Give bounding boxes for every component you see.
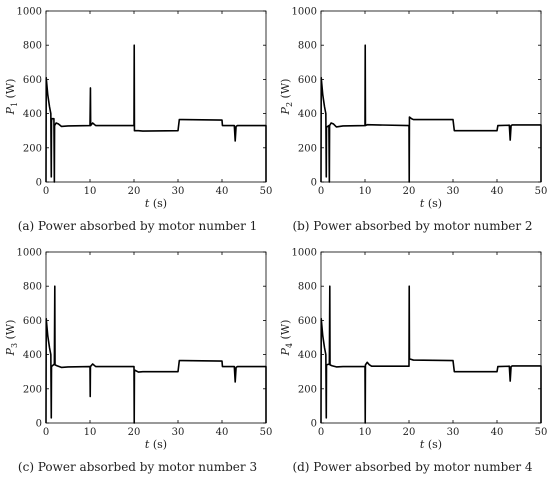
chart-caption: (b) Power absorbed by motor number 2 (292, 219, 533, 233)
y-tick-label: 200 (298, 384, 317, 395)
plot-frame (320, 10, 542, 183)
x-axis-label: t (s) (145, 197, 167, 210)
x-tick-label: 40 (216, 427, 229, 438)
plot-frame (45, 251, 267, 424)
x-tick-label: 30 (172, 186, 185, 197)
y-tick-label: 400 (298, 109, 317, 120)
y-axis-label: P2 (W) (279, 79, 294, 116)
y-tick-label: 400 (298, 350, 317, 361)
power-series-line (320, 285, 542, 424)
chart-caption: (c) Power absorbed by motor number 3 (17, 460, 258, 474)
y-tick-label: 600 (298, 75, 317, 86)
y-axis-label: P3 (W) (4, 320, 19, 357)
y-tick-label: 200 (23, 143, 42, 154)
plot-frame (45, 10, 267, 183)
x-axis-label: t (s) (420, 438, 442, 451)
x-tick-label: 50 (535, 186, 548, 197)
x-tick-label: 10 (359, 427, 372, 438)
chart-svg: 0 10 20 30 40 50 0 200 400 600 800 1000 t (s) P2 (W) (279, 7, 548, 211)
x-tick-label: 40 (491, 186, 504, 197)
chart-svg: 0 10 20 30 40 50 0 200 400 600 800 1000 t (s) P3 (W) (4, 248, 273, 452)
y-tick-label: 1000 (292, 248, 317, 259)
plot-frame (320, 251, 542, 424)
chart-panel-motor-3: 0 10 20 30 40 50 0 200 400 600 800 1000 t (s) P3 (W) … (0, 241, 275, 481)
x-tick-label: 50 (260, 427, 273, 438)
x-tick-label: 20 (403, 427, 416, 438)
power-series-line (320, 44, 542, 183)
x-tick-label: 0 (318, 427, 324, 438)
chart-panel-motor-1: 0 10 20 30 40 50 0 200 400 600 800 1000 t (s) P1 (W) … (0, 0, 275, 240)
y-tick-label: 800 (298, 41, 317, 52)
y-tick-label: 600 (23, 316, 42, 327)
y-tick-label: 0 (311, 419, 317, 430)
x-tick-label: 50 (535, 427, 548, 438)
y-tick-label: 1000 (17, 7, 42, 18)
x-tick-label: 10 (359, 186, 372, 197)
y-tick-label: 800 (298, 282, 317, 293)
x-tick-label: 20 (128, 186, 141, 197)
x-tick-label: 30 (447, 427, 460, 438)
chart-caption: (d) Power absorbed by motor number 4 (292, 460, 533, 474)
y-tick-label: 800 (23, 282, 42, 293)
y-tick-label: 200 (23, 384, 42, 395)
x-tick-label: 20 (128, 427, 141, 438)
y-tick-label: 400 (23, 109, 42, 120)
y-tick-label: 1000 (17, 248, 42, 259)
chart-caption: (a) Power absorbed by motor number 1 (17, 219, 258, 233)
y-tick-label: 1000 (292, 7, 317, 18)
y-tick-label: 400 (23, 350, 42, 361)
chart-panel-motor-2: 0 10 20 30 40 50 0 200 400 600 800 1000 t (s) P2 (W) … (275, 0, 550, 240)
x-tick-label: 40 (491, 427, 504, 438)
y-tick-label: 0 (36, 419, 42, 430)
x-tick-label: 30 (172, 427, 185, 438)
x-tick-label: 10 (84, 427, 97, 438)
y-tick-label: 600 (23, 75, 42, 86)
chart-svg: 0 10 20 30 40 50 0 200 400 600 800 1000 t (s) P1 (W) (4, 7, 273, 211)
y-tick-label: 0 (36, 178, 42, 189)
y-tick-label: 0 (311, 178, 317, 189)
y-axis-label: P4 (W) (279, 320, 294, 357)
x-axis-label: t (s) (420, 197, 442, 210)
power-series-line (45, 44, 267, 183)
x-tick-label: 0 (43, 186, 49, 197)
y-axis-label: P1 (W) (4, 79, 19, 116)
y-tick-label: 800 (23, 41, 42, 52)
y-tick-label: 200 (298, 143, 317, 154)
x-tick-label: 10 (84, 186, 97, 197)
x-axis-label: t (s) (145, 438, 167, 451)
x-tick-label: 30 (447, 186, 460, 197)
x-tick-label: 20 (403, 186, 416, 197)
y-tick-label: 600 (298, 316, 317, 327)
chart-svg: 0 10 20 30 40 50 0 200 400 600 800 1000 t (s) P4 (W) (279, 248, 548, 452)
x-tick-label: 50 (260, 186, 273, 197)
x-tick-label: 0 (318, 186, 324, 197)
x-tick-label: 0 (43, 427, 49, 438)
chart-panel-motor-4: 0 10 20 30 40 50 0 200 400 600 800 1000 t (s) P4 (W) … (275, 241, 550, 481)
x-tick-label: 40 (216, 186, 229, 197)
power-series-line (45, 285, 267, 424)
